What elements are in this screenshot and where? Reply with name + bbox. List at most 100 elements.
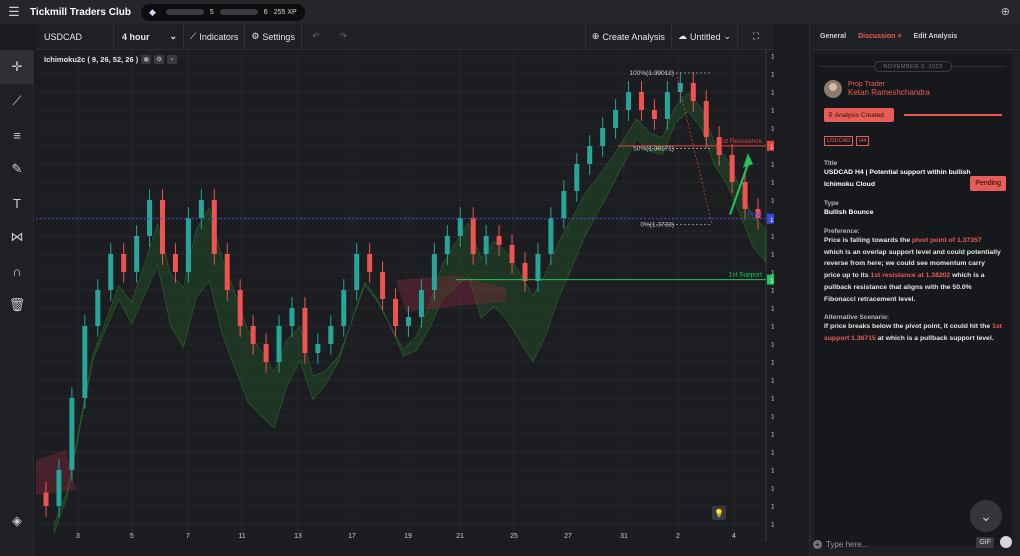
price-tick-label: 1.35600 <box>771 378 774 385</box>
scroll-down-button[interactable]: ⌄ <box>970 500 1002 532</box>
resistance-highlight: 1st resistance at 1.38202 <box>870 272 951 280</box>
price-tick-label: 1.34400 <box>771 486 774 493</box>
gif-button[interactable]: GIF <box>976 537 994 548</box>
fib-label: 50%(1.38171) <box>633 146 674 153</box>
level-to: 6 <box>263 8 268 16</box>
level-price-tag-text: 1.37391 <box>770 217 774 224</box>
horizontal-lines-icon[interactable]: ≡ <box>13 127 21 143</box>
settings-button[interactable]: ⚙ Settings <box>245 24 302 49</box>
status-badge: Pending <box>970 176 1006 191</box>
tab-general[interactable]: General <box>820 33 847 40</box>
candle-body <box>134 236 140 272</box>
timeframe-selector[interactable]: 4 hour ⌄ <box>114 24 184 49</box>
xp-progress-pill: ◆ 5 6 255 XP <box>140 3 305 21</box>
author-name[interactable]: Ketan Rameshchandra <box>848 88 930 97</box>
candle-body <box>108 254 114 290</box>
fib-label: 100%(1.39012) <box>630 70 674 77</box>
price-tick-label: 1.38000 <box>771 162 774 169</box>
tab-edit-analysis[interactable]: Edit Analysis <box>913 33 958 40</box>
indicators-button[interactable]: ⟋ Indicators <box>184 24 246 49</box>
time-tick-label: 3 <box>76 533 80 540</box>
candle-body <box>250 326 256 344</box>
layers-icon[interactable]: ◈ <box>12 513 22 528</box>
time-tick-label: 31 <box>620 533 628 540</box>
projection-arrow <box>729 163 749 215</box>
plus-circle-icon: ⊕ <box>591 31 600 41</box>
emoji-icon[interactable] <box>1000 536 1012 548</box>
candle-body <box>185 218 191 272</box>
price-tick-label: 1.38800 <box>771 90 774 97</box>
ichimoku-cloud <box>53 92 767 534</box>
alternative-text-2: at which is a pullback support level. <box>875 334 994 342</box>
candle-body <box>470 218 476 254</box>
create-analysis-button[interactable]: ⊕ Create Analysis <box>584 24 672 49</box>
title-heading: Title <box>824 160 838 167</box>
candle-body <box>742 182 748 209</box>
preference-text-2: which is an overlap support level and co… <box>824 248 1001 280</box>
discussion-feed: NOVEMBER 3, 2023 Prop Trader Ketan Rames… <box>814 54 1012 546</box>
eye-icon[interactable]: ◉ <box>141 55 152 64</box>
top-bar: ☰ Tickmill Traders Club ◆ 5 6 255 XP ⊕ <box>0 0 1020 24</box>
avatar <box>824 80 842 98</box>
candle-body <box>431 254 437 290</box>
chart-canvas[interactable]: 1.39200 1.39000 1.38800 1.38600 1.38400 1.382… <box>36 50 774 542</box>
alternative-heading: Alternative Scenario: <box>824 314 890 322</box>
price-tick-label: 1.36200 <box>771 324 774 331</box>
level-price-tag-text: 1.38202 <box>770 144 774 151</box>
lightbulb-icon[interactable]: 💡 <box>712 506 726 520</box>
price-tick-label: 1.38400 <box>771 126 774 133</box>
candle-body <box>276 326 282 362</box>
gear-icon[interactable]: ⚙ <box>154 55 165 64</box>
price-tick-label: 1.37600 <box>771 198 774 205</box>
close-icon[interactable]: × <box>897 33 902 40</box>
redo-icon[interactable]: ↷ <box>339 31 348 41</box>
time-tick-label: 25 <box>510 533 518 540</box>
price-tick-label: 1.36600 <box>771 288 774 295</box>
candle-body <box>315 344 321 353</box>
fullscreen-icon[interactable]: ⛶ <box>752 31 760 41</box>
gear-icon: ⚙ <box>251 31 260 41</box>
candle-body <box>418 290 424 317</box>
magnet-icon[interactable]: ∩ <box>12 263 22 279</box>
author-role: Prop Trader <box>848 81 885 88</box>
add-attachment-icon[interactable]: + <box>813 539 822 549</box>
globe-icon[interactable]: ⊕ <box>1000 6 1010 18</box>
trash-icon[interactable]: 🗑 <box>8 297 26 312</box>
price-tick-label: 1.35200 <box>771 414 774 421</box>
level-bar-2 <box>219 9 258 15</box>
chart-toolbar: USDCAD 4 hour ⌄ ⟋ Indicators ⚙ Settings … <box>36 24 774 50</box>
preference-text-3: which is a pullback resistance that alig… <box>824 272 985 303</box>
text-tool-icon[interactable]: T <box>13 195 21 211</box>
level-label: 1st Support <box>729 272 762 279</box>
preference-section: Preference: Price is falling towards the… <box>824 228 1002 305</box>
price-tick-label: 1.36000 <box>771 342 774 349</box>
pattern-icon[interactable]: ⋈ <box>10 229 24 244</box>
level-label: 1st Resistance <box>719 138 762 145</box>
status-event-badge: ⚲ Analysis Created <box>824 108 894 122</box>
time-tick-label: 27 <box>564 533 572 540</box>
indicator-name: Ichimoku2c ( 9, 26, 52, 26 ) <box>44 55 139 64</box>
undo-icon[interactable]: ↶ <box>311 31 320 41</box>
candle-body <box>574 164 580 191</box>
alternative-text-1: If price breaks below the pivot point, i… <box>824 323 993 331</box>
message-input[interactable]: Type here... <box>826 539 869 549</box>
settings-label: Settings <box>262 31 295 42</box>
candle-body <box>172 254 178 272</box>
price-tick-label: 1.35400 <box>771 396 774 403</box>
price-chart[interactable]: 1.39200 1.39000 1.38800 1.38600 1.38400 1.382… <box>36 50 774 542</box>
tab-discussion[interactable]: Discussion × <box>858 33 901 40</box>
menu-icon[interactable]: ☰ <box>8 4 20 19</box>
trash-icon[interactable]: ▪ <box>167 55 178 64</box>
candle-body <box>729 155 735 182</box>
preference-text: Price is falling towards the pivot point… <box>824 235 1002 305</box>
candle-body <box>289 308 295 326</box>
pin-icon: ⚲ <box>828 112 833 119</box>
candle-body <box>69 398 75 470</box>
candle-body <box>677 83 683 92</box>
crosshair-icon[interactable]: ✛ <box>0 50 34 84</box>
brush-icon[interactable]: ✎ <box>11 161 23 176</box>
layout-selector[interactable]: ☁ Untitled ⌄ <box>672 24 738 49</box>
symbol-selector[interactable]: USDCAD <box>36 24 114 49</box>
trend-line-icon[interactable]: ⟋ <box>12 93 22 108</box>
fib-label: 0%(1.3733) <box>640 221 674 228</box>
